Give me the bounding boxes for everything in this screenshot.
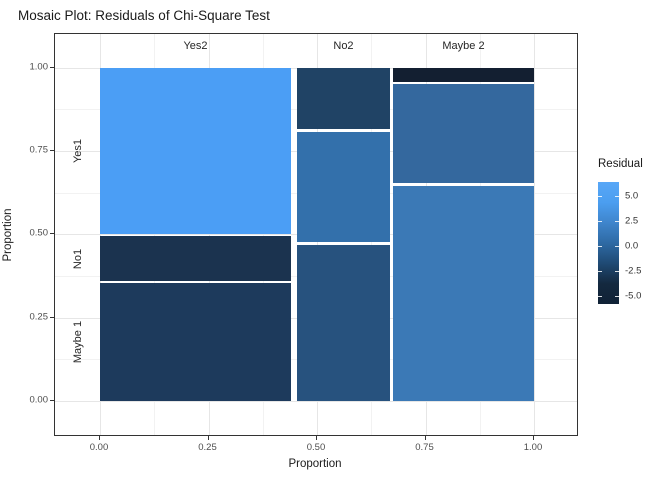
mosaic-rect-yes1-maybe-2[interactable] — [392, 67, 534, 82]
mosaic-rect-yes1-no2[interactable] — [297, 67, 390, 130]
y-tick-label-0.50: 0.50 — [29, 227, 49, 239]
row-label-yes1: Yes1 — [72, 138, 84, 163]
row-label-maybe-1: Maybe 1 — [72, 321, 84, 364]
row-label-no1: No1 — [72, 248, 84, 269]
x-tick-label-0.75: 0.75 — [415, 442, 434, 453]
y-tick-mark — [50, 316, 54, 318]
mosaic-rect-yes1-yes2[interactable] — [100, 67, 291, 234]
legend-tick-dash — [598, 196, 602, 197]
legend-tick-label--2.5: -2.5 — [625, 265, 642, 277]
legend-tick-label-2.5: 2.5 — [625, 215, 639, 227]
mosaic-rect-maybe-1-no2[interactable] — [297, 244, 390, 401]
column-label-maybe-2: Maybe 2 — [442, 40, 485, 52]
x-tick-mark — [316, 436, 317, 440]
legend-tick-dash — [598, 271, 602, 272]
legend-tick-dash — [598, 221, 602, 222]
y-tick-mark — [50, 149, 54, 151]
y-tick-mark — [50, 233, 54, 235]
plot-panel: Yes2 No2 Maybe 2 Yes1 No1 Maybe 1 — [54, 33, 578, 436]
y-tick-label-1.00: 1.00 — [29, 61, 49, 72]
column-label-yes2: Yes2 — [183, 40, 208, 52]
legend-tick-label-5.0: 5.0 — [625, 190, 639, 202]
legend-tick-dash — [615, 296, 619, 297]
mosaic-rect-maybe-1-yes2[interactable] — [100, 283, 291, 401]
x-tick-label-0.00: 0.00 — [89, 442, 109, 453]
x-axis-title: Proportion — [288, 458, 342, 470]
y-axis-title: Proportion — [2, 208, 14, 262]
mosaic-rect-maybe-1-maybe-2[interactable] — [392, 185, 534, 401]
y-tick-label-0.00: 0.00 — [29, 394, 49, 406]
mosaic-rect-no1-yes2[interactable] — [100, 236, 291, 281]
x-tick-label-1.00: 1.00 — [523, 442, 543, 453]
legend-tick-dash — [615, 196, 619, 197]
x-tick-mark — [99, 436, 100, 440]
y-tick-mark — [50, 66, 54, 68]
legend-tick-dash — [615, 246, 619, 247]
legend-tick-dash — [598, 296, 602, 297]
legend-tick-dash — [615, 271, 619, 272]
legend-tick-dash — [598, 246, 602, 247]
x-tick-mark — [533, 436, 534, 440]
y-tick-label-0.75: 0.75 — [29, 144, 49, 156]
chart-title: Mosaic Plot: Residuals of Chi-Square Tes… — [18, 8, 270, 23]
legend-tick-label--5.0: -5.0 — [625, 290, 642, 302]
x-tick-mark — [207, 436, 209, 440]
x-tick-mark — [424, 436, 426, 440]
mosaic-rect-no1-no2[interactable] — [297, 131, 390, 243]
legend-title: Residual — [598, 158, 643, 170]
x-tick-label-0.25: 0.25 — [198, 442, 217, 453]
y-major-gridline — [55, 401, 577, 402]
legend-tick-label-0.0: 0.0 — [625, 240, 639, 252]
legend-tick-dash — [615, 221, 619, 222]
legend-colorbar — [598, 182, 619, 304]
y-tick-label-0.25: 0.25 — [29, 311, 49, 323]
y-tick-mark — [50, 400, 54, 401]
column-label-no2: No2 — [333, 40, 354, 52]
mosaic-rect-no1-maybe-2[interactable] — [392, 83, 534, 184]
x-tick-label-0.50: 0.50 — [306, 442, 326, 453]
